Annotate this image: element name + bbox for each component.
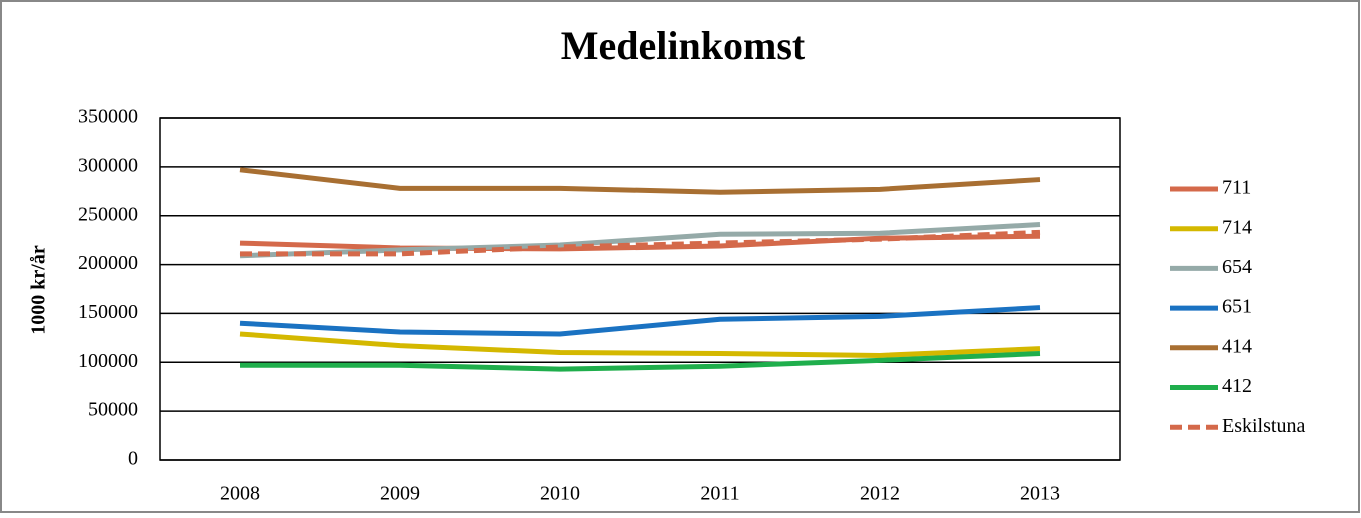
- legend-label: 654: [1222, 256, 1252, 278]
- x-tick-label: 2012: [860, 483, 900, 505]
- x-tick-label: 2011: [700, 483, 739, 505]
- series-line: [239, 305, 1041, 337]
- x-tick-label: 2008: [220, 483, 260, 505]
- series-line: [239, 222, 1041, 259]
- y-tick-label: 100000: [78, 350, 138, 372]
- series-line: [239, 331, 1041, 358]
- y-tick-label: 250000: [78, 203, 138, 225]
- y-tick-label: 350000: [78, 106, 138, 128]
- legend-label: 651: [1222, 296, 1252, 318]
- x-tick-label: 2010: [540, 483, 580, 505]
- series-line: [239, 167, 1041, 195]
- legend-label: Eskilstuna: [1222, 415, 1305, 437]
- y-tick-label: 200000: [78, 252, 138, 274]
- y-tick-label: 0: [128, 448, 138, 470]
- series-line: [240, 350, 1041, 372]
- y-axis-label: 1000 kr/år: [28, 245, 50, 335]
- legend-label: 412: [1222, 375, 1252, 397]
- chart-title: Medelinkomst: [561, 23, 806, 68]
- x-tick-label: 2009: [380, 483, 420, 505]
- legend-label: 711: [1222, 177, 1251, 199]
- legend-label: 414: [1222, 335, 1252, 357]
- series-line: [240, 229, 1041, 257]
- x-tick-label: 2013: [1020, 483, 1060, 505]
- legend-label: 714: [1222, 216, 1252, 238]
- y-tick-label: 50000: [88, 399, 138, 421]
- y-tick-label: 300000: [78, 154, 138, 176]
- y-tick-label: 150000: [78, 301, 138, 323]
